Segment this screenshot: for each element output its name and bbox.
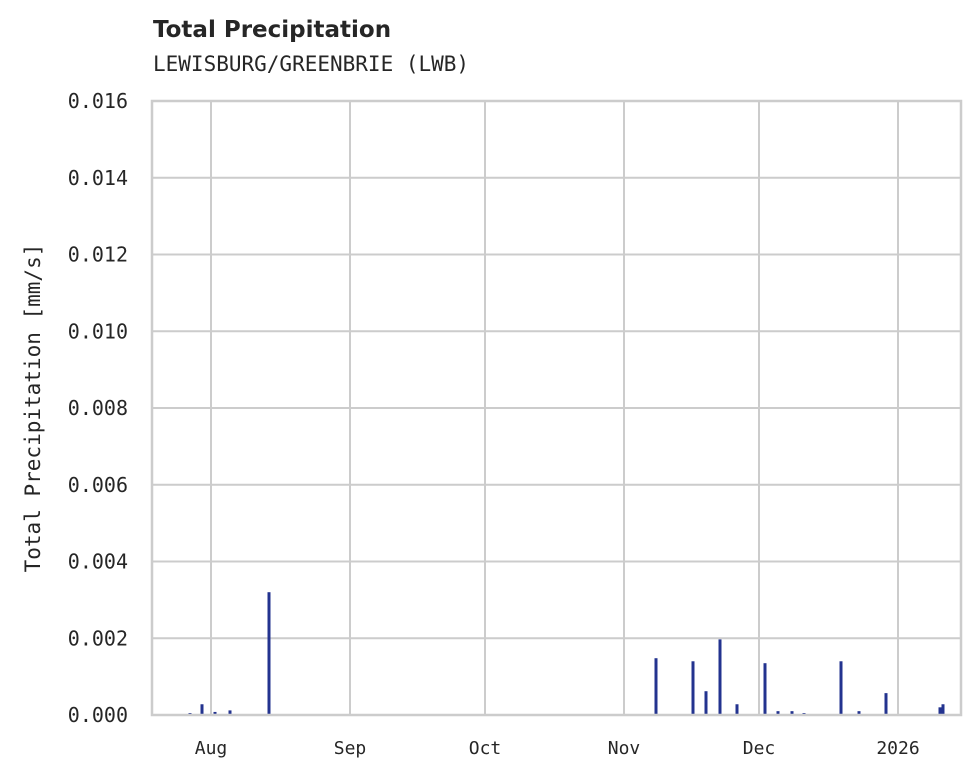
precipitation-bar: [718, 639, 722, 715]
precipitation-bar: [213, 711, 217, 715]
x-tick-label: Oct: [469, 738, 502, 759]
precipitation-bar: [704, 691, 708, 715]
y-tick-label: 0.012: [68, 243, 128, 267]
precipitation-bar: [735, 704, 739, 715]
x-tick-label: Dec: [743, 738, 776, 759]
precipitation-bar: [790, 711, 794, 715]
y-tick-label: 0.006: [68, 473, 128, 497]
y-tick-label: 0.004: [68, 550, 128, 574]
x-tick-label: Sep: [334, 738, 367, 759]
precipitation-bar: [941, 704, 945, 715]
precipitation-bar: [267, 592, 271, 715]
precipitation-bar: [938, 707, 942, 715]
plot-frame: [150, 99, 963, 717]
x-tick-label: Nov: [608, 738, 641, 759]
y-tick-label: 0.008: [68, 396, 128, 420]
precipitation-bar: [228, 710, 232, 715]
chart-title: Total Precipitation: [153, 17, 392, 43]
y-axis-ticks: 0.000 0.002 0.004 0.006 0.008 0.010 0.012 0.014…: [68, 89, 128, 727]
y-tick-label: 0.000: [68, 703, 128, 727]
x-axis-ticks: Aug Sep Oct Nov Dec 2026: [195, 738, 920, 759]
x-tick-label: Aug: [195, 738, 228, 759]
y-tick-label: 0.016: [68, 89, 128, 113]
precipitation-bar: [691, 661, 695, 715]
chart-subtitle: LEWISBURG/GREENBRIE (LWB): [153, 52, 470, 76]
y-tick-label: 0.014: [68, 166, 128, 190]
precipitation-bar: [654, 658, 658, 715]
precipitation-bars: [188, 592, 945, 715]
x-tick-label: 2026: [876, 738, 919, 759]
precipitation-bar: [200, 704, 204, 715]
y-tick-label: 0.002: [68, 626, 128, 650]
precipitation-bar: [857, 711, 861, 715]
precipitation-bar: [776, 711, 780, 715]
y-tick-label: 0.010: [68, 319, 128, 343]
precipitation-bar: [839, 661, 843, 715]
precipitation-bar: [763, 663, 767, 715]
precipitation-bar: [884, 693, 888, 715]
grid-lines: [152, 100, 961, 716]
